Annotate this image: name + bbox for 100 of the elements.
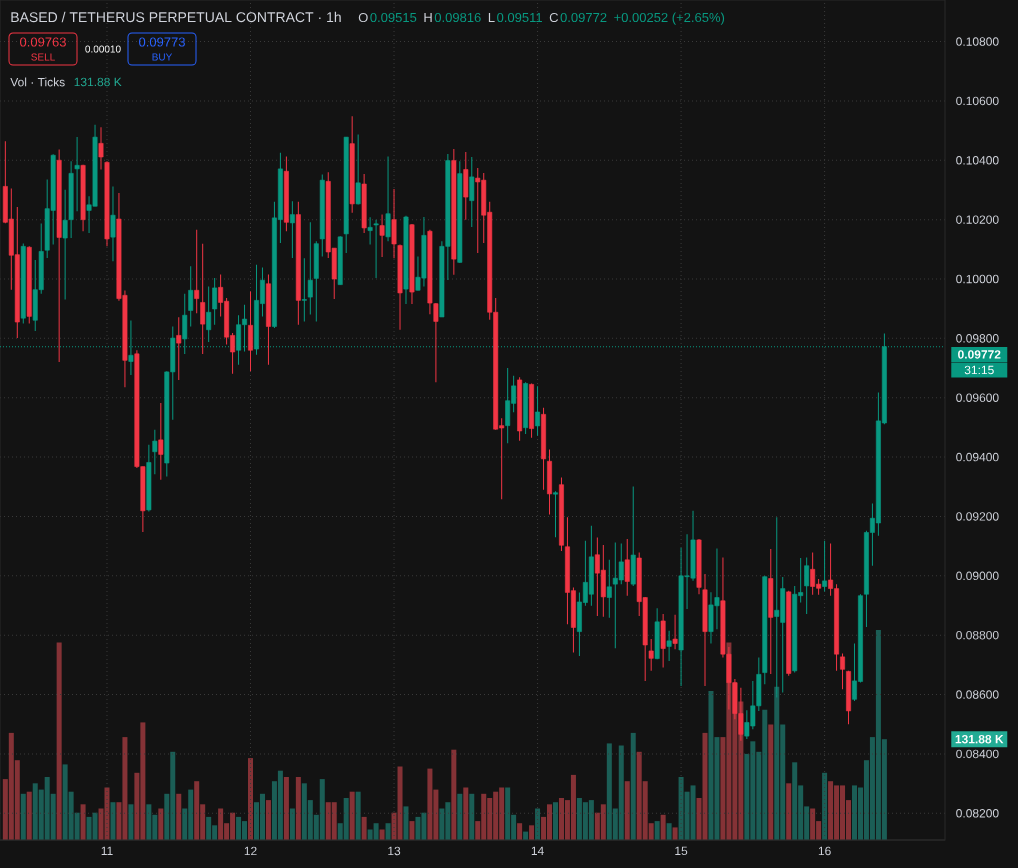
x-tick-label: 15 [675, 846, 688, 856]
bar [535, 808, 541, 840]
annotation: SELL [31, 53, 55, 61]
bar [385, 823, 391, 840]
candlestick [648, 638, 654, 672]
y-tick-label: 0.09400 [956, 452, 999, 462]
bar [654, 821, 660, 840]
candlestick [672, 614, 678, 650]
bar [355, 791, 361, 840]
candlestick [666, 630, 672, 662]
annotation: BUY [152, 53, 173, 61]
annotation: L [488, 13, 495, 22]
candlestick [307, 221, 313, 316]
bar [265, 800, 271, 840]
bar [110, 802, 116, 840]
annotation: 0.09773 [139, 37, 185, 47]
y-tick-label: 0.08400 [956, 749, 999, 759]
candlestick [624, 538, 630, 597]
bar [660, 814, 666, 840]
annotation: 0.00010 [85, 45, 121, 53]
bar [786, 783, 792, 840]
candlestick [379, 214, 385, 258]
candlestick [367, 216, 373, 246]
annotation: 0.09816 [434, 12, 481, 23]
bar [379, 829, 385, 840]
y-tick-label: 0.09800 [956, 334, 999, 343]
bar [672, 827, 678, 840]
bar [409, 821, 415, 840]
candlestick [176, 316, 182, 381]
candlestick [194, 229, 200, 314]
bar [552, 802, 558, 840]
bar [768, 724, 774, 840]
candlestick [200, 243, 206, 355]
candlestick [62, 189, 68, 300]
candlestick [355, 133, 361, 205]
bar [463, 787, 469, 840]
bar [295, 777, 301, 840]
bar [630, 732, 636, 840]
x-tick-label: 12 [244, 846, 257, 856]
candlestick [158, 402, 164, 481]
candlestick [804, 556, 810, 615]
candlestick [212, 277, 218, 326]
text: BASED / TETHERUS PERPETUAL CONTRACT · 1h [11, 11, 341, 23]
bar [128, 804, 134, 840]
candlestick [98, 126, 104, 170]
ref-line-label: 0.09772 [958, 350, 1001, 359]
candlestick [840, 653, 845, 690]
x-tick-label: 14 [531, 846, 544, 855]
bar [529, 825, 535, 840]
x-tick-label: 11 [101, 846, 113, 855]
bar [666, 823, 672, 840]
bar [822, 772, 828, 840]
annotation: 0.09772 [560, 12, 607, 23]
candlestick [206, 285, 212, 343]
y-tick-label: 0.10400 [956, 156, 999, 165]
bar [26, 791, 32, 840]
y-tick-label: 0.08800 [956, 630, 999, 640]
candlestick [110, 185, 116, 262]
annotation: 0.09515 [370, 12, 417, 23]
x-tick-label: 16 [818, 846, 831, 856]
bar [469, 793, 475, 840]
x-tick-label: 13 [388, 846, 401, 856]
y-tick-label: 0.08200 [956, 809, 999, 818]
candlestick [535, 385, 540, 437]
bar [289, 808, 295, 840]
annotation: 0.09763 [20, 37, 66, 47]
text: 131.88 K [955, 734, 1004, 744]
candlestick [188, 265, 194, 327]
bar [56, 642, 62, 840]
candlestick [469, 156, 475, 228]
bar [457, 793, 463, 840]
candlestick [822, 540, 828, 593]
bar [176, 793, 182, 840]
candlestick [152, 429, 158, 475]
bar [20, 793, 26, 840]
candlestick [553, 490, 558, 538]
bar [624, 781, 630, 840]
annotation: H [424, 13, 432, 22]
candlestick [606, 559, 612, 619]
bar [80, 804, 86, 840]
annotation: O [358, 12, 368, 23]
bar [158, 808, 164, 840]
chart-title: Vol · Ticks [10, 77, 65, 87]
y-tick-label: 0.09000 [956, 571, 999, 581]
bar [283, 777, 289, 840]
y-tick-label: 0.10200 [956, 215, 999, 224]
y-tick-label: 0.10000 [956, 274, 999, 284]
candlestick [373, 219, 379, 279]
candlestick [289, 200, 295, 259]
candlestick [74, 136, 80, 212]
annotation: 0.09511 [497, 12, 542, 23]
bar [349, 791, 355, 840]
y-tick-label: 0.08600 [956, 690, 999, 699]
candlestick [301, 257, 307, 322]
annotation: +0.00252 (+2.65%) [614, 12, 725, 25]
annotation: C [549, 12, 559, 23]
candlestick [385, 155, 391, 242]
annotation: 131.88 K [74, 77, 122, 87]
bar [248, 758, 254, 840]
y-tick-label: 0.09600 [956, 393, 999, 402]
